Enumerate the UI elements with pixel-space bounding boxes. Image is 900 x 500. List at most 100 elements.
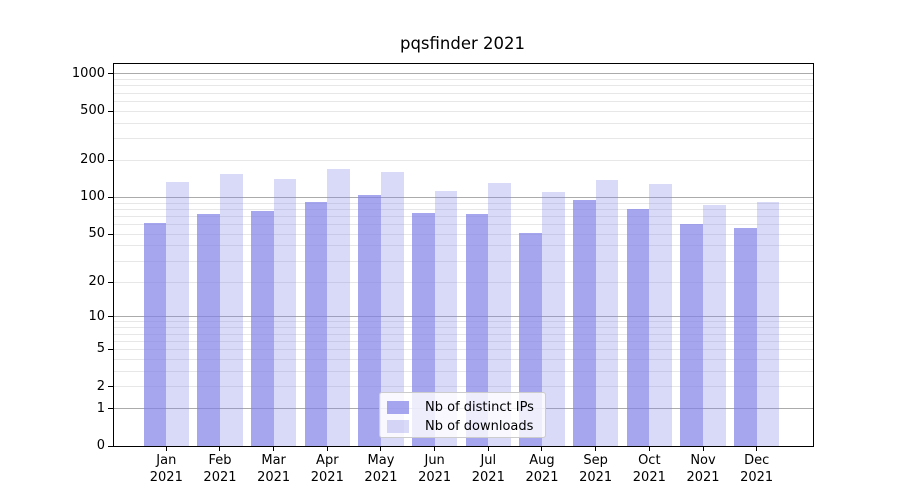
minor-gridline	[114, 138, 813, 140]
y-tick-mark	[108, 445, 113, 447]
minor-gridline	[114, 92, 813, 94]
y-tick-label: 100	[80, 189, 105, 205]
minor-gridline	[114, 370, 813, 372]
minor-gridline	[114, 349, 813, 350]
bar-distinct-ips-dec	[733, 228, 757, 446]
y-tick-label: 2	[96, 378, 105, 394]
y-tick-label: 0	[96, 438, 105, 453]
x-tick-label: Jul 2021	[471, 453, 505, 485]
bar-downloads-nov	[703, 205, 726, 446]
chart-title: pqsfinder 2021	[399, 34, 526, 53]
x-tick-mark	[541, 447, 543, 451]
x-tick-mark	[487, 447, 489, 451]
bar-distinct-ips-jul	[465, 214, 489, 446]
minor-gridline	[114, 260, 813, 262]
minor-gridline	[114, 245, 813, 247]
x-tick-mark	[380, 447, 382, 451]
minor-gridline	[114, 321, 813, 323]
minor-gridline	[114, 100, 813, 102]
minor-gridline	[114, 358, 813, 360]
bar-downloads-aug	[541, 191, 565, 446]
minor-gridline	[114, 340, 813, 342]
bar-downloads-feb	[219, 174, 243, 446]
x-tick-mark	[326, 447, 328, 451]
legend-label-distinct-ips: Nb of distinct IPs	[425, 400, 534, 415]
major-gridline	[114, 196, 813, 198]
y-tick-mark	[108, 348, 113, 350]
x-tick-label: Apr 2021	[310, 453, 344, 485]
minor-gridline	[114, 333, 813, 335]
minor-gridline	[114, 208, 813, 210]
x-tick-mark	[756, 447, 758, 451]
x-tick-label: Aug 2021	[525, 453, 559, 485]
y-tick-mark	[108, 73, 113, 75]
x-tick-mark	[595, 447, 597, 451]
bar-distinct-ips-sep	[572, 200, 596, 446]
minor-gridline	[114, 386, 813, 388]
bar-downloads-sep	[595, 179, 619, 446]
x-tick-mark	[165, 447, 167, 451]
bar-downloads-mar	[273, 179, 297, 446]
minor-gridline	[114, 122, 813, 124]
bar-distinct-ips-apr	[304, 201, 328, 446]
x-tick-label: Nov 2021	[686, 453, 720, 485]
x-tick-mark	[219, 447, 221, 451]
bar-downloads-jul	[488, 183, 512, 446]
minor-gridline	[114, 202, 813, 204]
bar-downloads-apr	[327, 168, 351, 446]
legend: Nb of distinct IPs Nb of downloads	[379, 392, 546, 438]
bar-downloads-jun	[434, 191, 458, 446]
minor-gridline	[114, 233, 813, 235]
minor-gridline	[114, 110, 813, 112]
x-tick-label: Feb 2021	[203, 453, 237, 485]
bar-downloads-dec	[756, 201, 780, 446]
y-tick-mark	[108, 316, 113, 318]
minor-gridline	[114, 79, 813, 81]
y-tick-mark	[108, 281, 113, 283]
x-tick-mark	[702, 447, 704, 451]
x-tick-label: Mar 2021	[257, 453, 291, 485]
x-tick-label: Dec 2021	[740, 453, 774, 485]
y-tick-label: 5	[96, 341, 105, 357]
x-tick-mark	[648, 447, 650, 451]
bar-distinct-ips-may	[358, 195, 381, 446]
minor-gridline	[114, 224, 813, 226]
y-tick-label: 10	[88, 308, 105, 324]
legend-item-downloads: Nb of downloads	[387, 418, 545, 435]
y-tick-label: 500	[80, 103, 105, 119]
x-tick-mark	[434, 447, 436, 451]
bar-distinct-ips-feb	[197, 214, 220, 446]
y-tick-label: 20	[88, 274, 105, 289]
major-gridline	[114, 73, 813, 75]
minor-gridline	[114, 215, 813, 217]
minor-gridline	[114, 85, 813, 87]
y-tick-mark	[108, 196, 113, 198]
x-tick-label: May 2021	[364, 453, 398, 485]
legend-label-downloads: Nb of downloads	[425, 419, 534, 434]
bar-downloads-oct	[649, 184, 673, 446]
bar-distinct-ips-jun	[411, 213, 435, 446]
y-tick-mark	[108, 159, 113, 161]
legend-item-distinct-ips: Nb of distinct IPs	[387, 399, 545, 416]
x-tick-label: Jan 2021	[149, 453, 183, 485]
y-tick-label: 1000	[71, 65, 105, 81]
bar-distinct-ips-oct	[626, 209, 650, 446]
major-gridline	[114, 316, 813, 318]
bar-downloads-jan	[166, 181, 190, 446]
legend-swatch-downloads	[387, 420, 409, 433]
bar-distinct-ips-nov	[680, 223, 703, 446]
minor-gridline	[114, 281, 813, 283]
x-tick-label: Sep 2021	[579, 453, 613, 485]
legend-swatch-distinct-ips	[387, 401, 409, 414]
bar-distinct-ips-mar	[250, 210, 274, 446]
x-tick-label: Jun 2021	[418, 453, 452, 485]
minor-gridline	[114, 159, 813, 161]
y-tick-label: 200	[80, 152, 105, 168]
minor-gridline	[114, 327, 813, 329]
bar-distinct-ips-jan	[143, 222, 167, 446]
y-tick-mark	[108, 233, 113, 235]
y-tick-mark	[108, 408, 113, 410]
bar-downloads-may	[380, 171, 404, 446]
x-tick-mark	[273, 447, 275, 451]
